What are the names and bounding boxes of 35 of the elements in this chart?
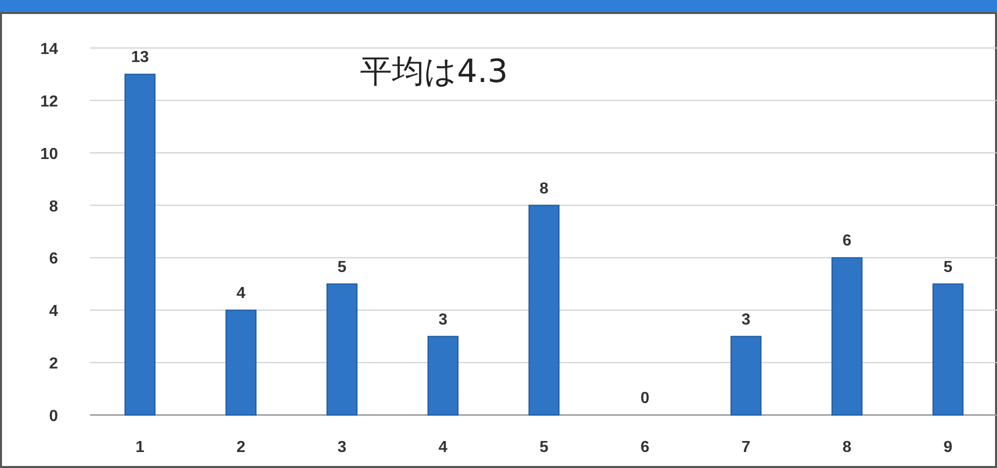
bar xyxy=(226,310,256,416)
annotation: 平均は4.3 xyxy=(360,52,508,90)
x-tick-label: 2 xyxy=(236,439,246,456)
bar xyxy=(730,336,762,416)
x-tick-label: 6 xyxy=(640,439,650,456)
data-label: 8 xyxy=(540,180,549,198)
x-tick-label: 4 xyxy=(438,439,448,456)
y-tick-label: 8 xyxy=(49,198,58,216)
data-label: 0 xyxy=(640,390,650,407)
bar xyxy=(932,283,964,416)
y-tick-label: 14 xyxy=(40,41,58,58)
y-tick-label: 4 xyxy=(49,303,58,320)
data-label: 3 xyxy=(742,311,751,328)
y-tick-label: 2 xyxy=(49,356,58,373)
y-tick-label: 6 xyxy=(49,250,58,268)
data-label: 4 xyxy=(236,285,246,302)
x-tick-label: 7 xyxy=(742,439,751,456)
data-label: 5 xyxy=(944,258,953,276)
bar xyxy=(326,283,358,416)
bar xyxy=(428,336,458,416)
x-tick-label: 3 xyxy=(338,439,347,456)
x-tick-label: 9 xyxy=(944,439,953,456)
data-label: 6 xyxy=(842,232,852,250)
y-tick-label: 0 xyxy=(49,408,58,425)
data-label: 13 xyxy=(131,49,149,66)
x-tick-label: 8 xyxy=(842,439,852,456)
bar xyxy=(124,74,156,416)
bar xyxy=(832,257,862,416)
y-tick-label: 12 xyxy=(40,93,58,110)
x-tick-label: 1 xyxy=(136,439,145,456)
x-tick-label: 5 xyxy=(540,439,549,456)
bar xyxy=(528,204,560,416)
data-label: 5 xyxy=(338,258,347,276)
data-label: 3 xyxy=(438,311,448,328)
y-tick-label: 10 xyxy=(40,146,58,163)
